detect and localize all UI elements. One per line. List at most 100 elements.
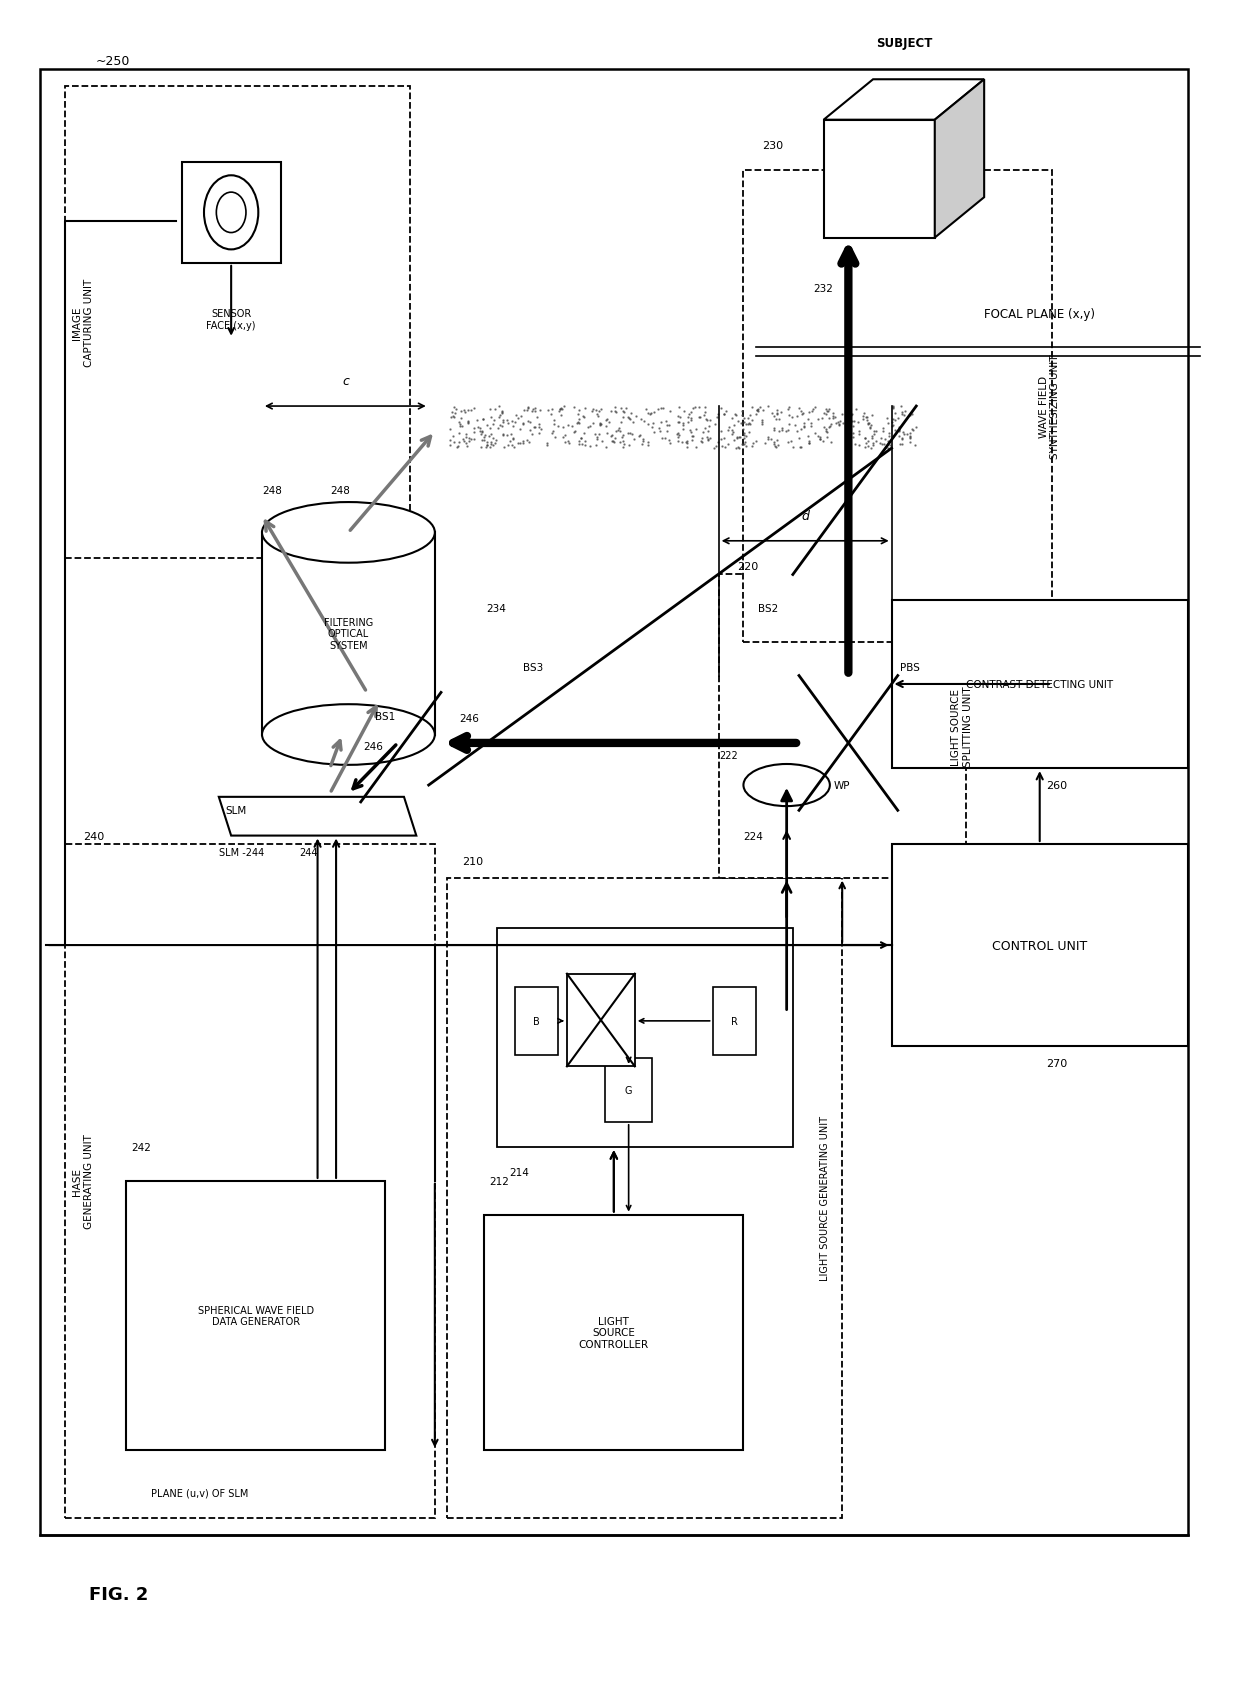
- Point: [768, 397, 787, 424]
- Bar: [262, 534, 435, 735]
- Point: [771, 417, 791, 444]
- Point: [448, 432, 467, 459]
- Point: [761, 400, 781, 427]
- Ellipse shape: [744, 765, 830, 807]
- Point: [769, 432, 789, 459]
- Point: [492, 414, 512, 441]
- Point: [761, 426, 781, 453]
- Point: [889, 424, 909, 451]
- Point: [901, 402, 921, 429]
- Point: [711, 426, 730, 453]
- Point: [842, 409, 862, 436]
- Point: [568, 409, 588, 436]
- Point: [542, 397, 562, 424]
- Text: LIGHT SOURCE
SPLITTING UNIT: LIGHT SOURCE SPLITTING UNIT: [951, 686, 972, 767]
- Point: [511, 404, 531, 431]
- Point: [651, 409, 671, 436]
- Point: [652, 395, 672, 422]
- Point: [502, 427, 522, 454]
- Point: [502, 432, 522, 459]
- Point: [866, 419, 885, 446]
- Point: [590, 412, 610, 439]
- Point: [637, 410, 657, 437]
- Point: [696, 415, 715, 443]
- Point: [476, 432, 496, 459]
- Point: [766, 427, 786, 454]
- Point: [900, 424, 920, 451]
- Point: [724, 412, 744, 439]
- Point: [565, 419, 585, 446]
- Point: [800, 399, 820, 426]
- Point: [657, 419, 677, 446]
- Point: [818, 405, 838, 432]
- Point: [821, 410, 841, 437]
- Point: [613, 399, 632, 426]
- Point: [892, 426, 911, 453]
- Point: [828, 409, 848, 436]
- Polygon shape: [823, 79, 985, 120]
- Point: [905, 432, 925, 459]
- Point: [543, 419, 563, 446]
- Circle shape: [205, 176, 258, 250]
- Point: [494, 409, 513, 436]
- Point: [492, 400, 512, 427]
- Point: [843, 421, 863, 448]
- Point: [708, 402, 728, 429]
- Point: [812, 405, 832, 432]
- Text: SENSOR
FACE (x,y): SENSOR FACE (x,y): [206, 309, 255, 331]
- Point: [531, 415, 551, 443]
- Point: [836, 400, 856, 427]
- Point: [843, 412, 863, 439]
- Point: [718, 417, 738, 444]
- Point: [745, 402, 765, 429]
- Point: [461, 397, 481, 424]
- Point: [889, 414, 909, 441]
- Point: [605, 395, 625, 422]
- Point: [888, 405, 908, 432]
- Text: 260: 260: [1045, 780, 1066, 790]
- Point: [501, 421, 521, 448]
- Text: 234: 234: [486, 605, 506, 613]
- Point: [480, 397, 500, 424]
- Point: [715, 399, 735, 426]
- Point: [443, 400, 463, 427]
- Point: [584, 410, 604, 437]
- Point: [799, 422, 818, 449]
- Text: FOCAL PLANE (x,y): FOCAL PLANE (x,y): [985, 307, 1095, 321]
- Point: [694, 394, 714, 421]
- Point: [733, 417, 753, 444]
- Point: [595, 407, 615, 434]
- Point: [758, 424, 777, 451]
- Point: [554, 429, 574, 456]
- Point: [502, 409, 522, 436]
- Point: [740, 402, 760, 429]
- Point: [521, 417, 541, 444]
- Bar: [484, 1214, 744, 1451]
- Text: SLM: SLM: [224, 806, 247, 816]
- Point: [873, 415, 893, 443]
- Point: [813, 429, 833, 456]
- Point: [806, 421, 826, 448]
- Point: [764, 415, 784, 443]
- Point: [889, 419, 909, 446]
- Text: 248: 248: [262, 486, 281, 497]
- Point: [784, 434, 804, 461]
- Point: [569, 407, 589, 434]
- Point: [668, 424, 688, 451]
- Point: [575, 432, 595, 459]
- Point: [870, 424, 890, 451]
- Point: [651, 417, 671, 444]
- Point: [572, 431, 591, 458]
- Point: [446, 395, 466, 422]
- Point: [544, 410, 564, 437]
- Point: [611, 409, 631, 436]
- Bar: [719, 576, 966, 878]
- Point: [549, 397, 569, 424]
- Text: 246: 246: [363, 741, 383, 752]
- Bar: [64, 86, 410, 559]
- Point: [613, 422, 632, 449]
- Point: [894, 421, 914, 448]
- Point: [859, 410, 879, 437]
- Point: [551, 395, 570, 422]
- Point: [639, 432, 658, 459]
